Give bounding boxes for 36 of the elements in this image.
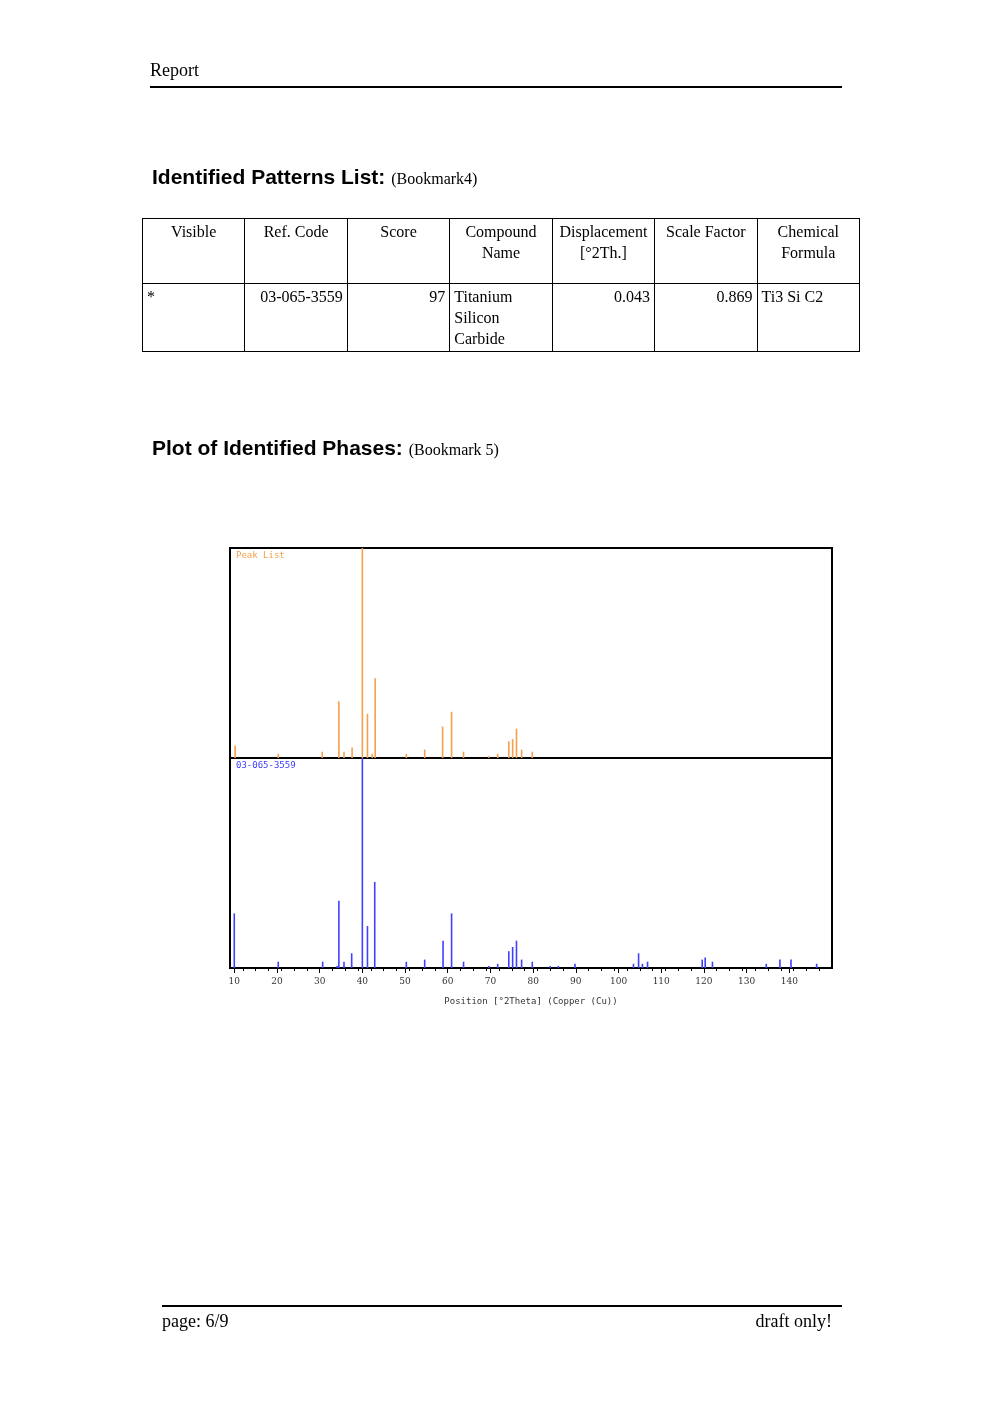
category-label: Visible <box>142 218 245 284</box>
text: Identified Patterns List: (Bookmark4) <box>152 165 478 189</box>
text: 97 <box>429 288 446 305</box>
chart-title: Plot of Identified Phases: (Bookmark 5) <box>152 436 499 460</box>
category-label: Score <box>347 218 450 284</box>
text: 0.043 <box>614 288 651 305</box>
x-tick-label: 50 <box>399 975 412 986</box>
x-tick-label: 90 <box>570 975 582 986</box>
category-label: Compound Name <box>449 218 553 284</box>
x-tick-label: 110 <box>652 975 671 986</box>
x-tick-label: 120 <box>695 975 713 986</box>
text: 03-065-3559 <box>260 288 343 305</box>
text: 0.869 <box>716 288 753 305</box>
x-tick-label: 100 <box>609 975 628 986</box>
x-tick-label: 20 <box>271 975 283 986</box>
text: Ti3 Si C2 <box>761 288 824 305</box>
x-tick-label: 40 <box>356 975 369 986</box>
x-tick-label: 130 <box>738 975 756 986</box>
x-tick-label: 80 <box>527 975 540 986</box>
text: Titanium Silicon Carbide <box>454 288 513 347</box>
x-axis-title: Position [°2Theta] (Copper (Cu)) <box>444 995 618 1006</box>
x-tick-label: 60 <box>442 975 454 986</box>
x-tick-label: 10 <box>228 975 241 986</box>
text: Report <box>150 60 842 88</box>
category-label: Ref. Code <box>244 218 348 284</box>
text: Peak List <box>236 549 285 560</box>
text: draft only! <box>755 1311 832 1332</box>
category-label: Displacement [°2Th.] <box>552 218 655 284</box>
x-tick-label: 70 <box>484 975 497 986</box>
category-label: Chemical Formula <box>757 218 860 284</box>
x-tick-label: 140 <box>780 975 799 986</box>
text: 03-065-3559 <box>236 759 296 770</box>
text: page: 6/9 <box>162 1311 229 1331</box>
category-label: Scale Factor <box>654 218 758 284</box>
x-tick-label: 30 <box>313 975 326 986</box>
text: * <box>147 288 155 305</box>
